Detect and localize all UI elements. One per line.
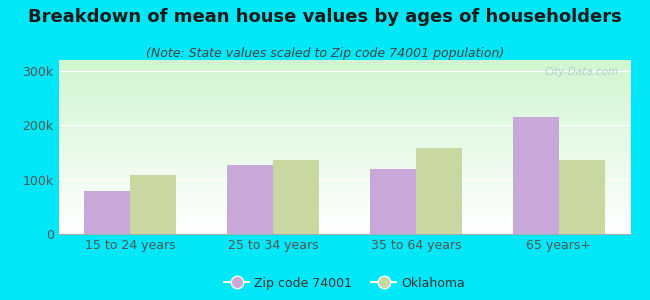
Text: Breakdown of mean house values by ages of householders: Breakdown of mean house values by ages o…	[28, 8, 622, 26]
Text: City-Data.com: City-Data.com	[545, 67, 619, 77]
Bar	[416, 148, 462, 234]
Bar	[559, 160, 604, 234]
Bar	[84, 190, 130, 234]
Bar	[273, 160, 318, 234]
Bar	[370, 169, 416, 234]
Bar	[130, 175, 176, 234]
Bar	[227, 165, 273, 234]
Legend: Zip code 74001, Oklahoma: Zip code 74001, Oklahoma	[219, 272, 470, 295]
Text: (Note: State values scaled to Zip code 74001 population): (Note: State values scaled to Zip code 7…	[146, 46, 504, 59]
Bar	[514, 117, 559, 234]
